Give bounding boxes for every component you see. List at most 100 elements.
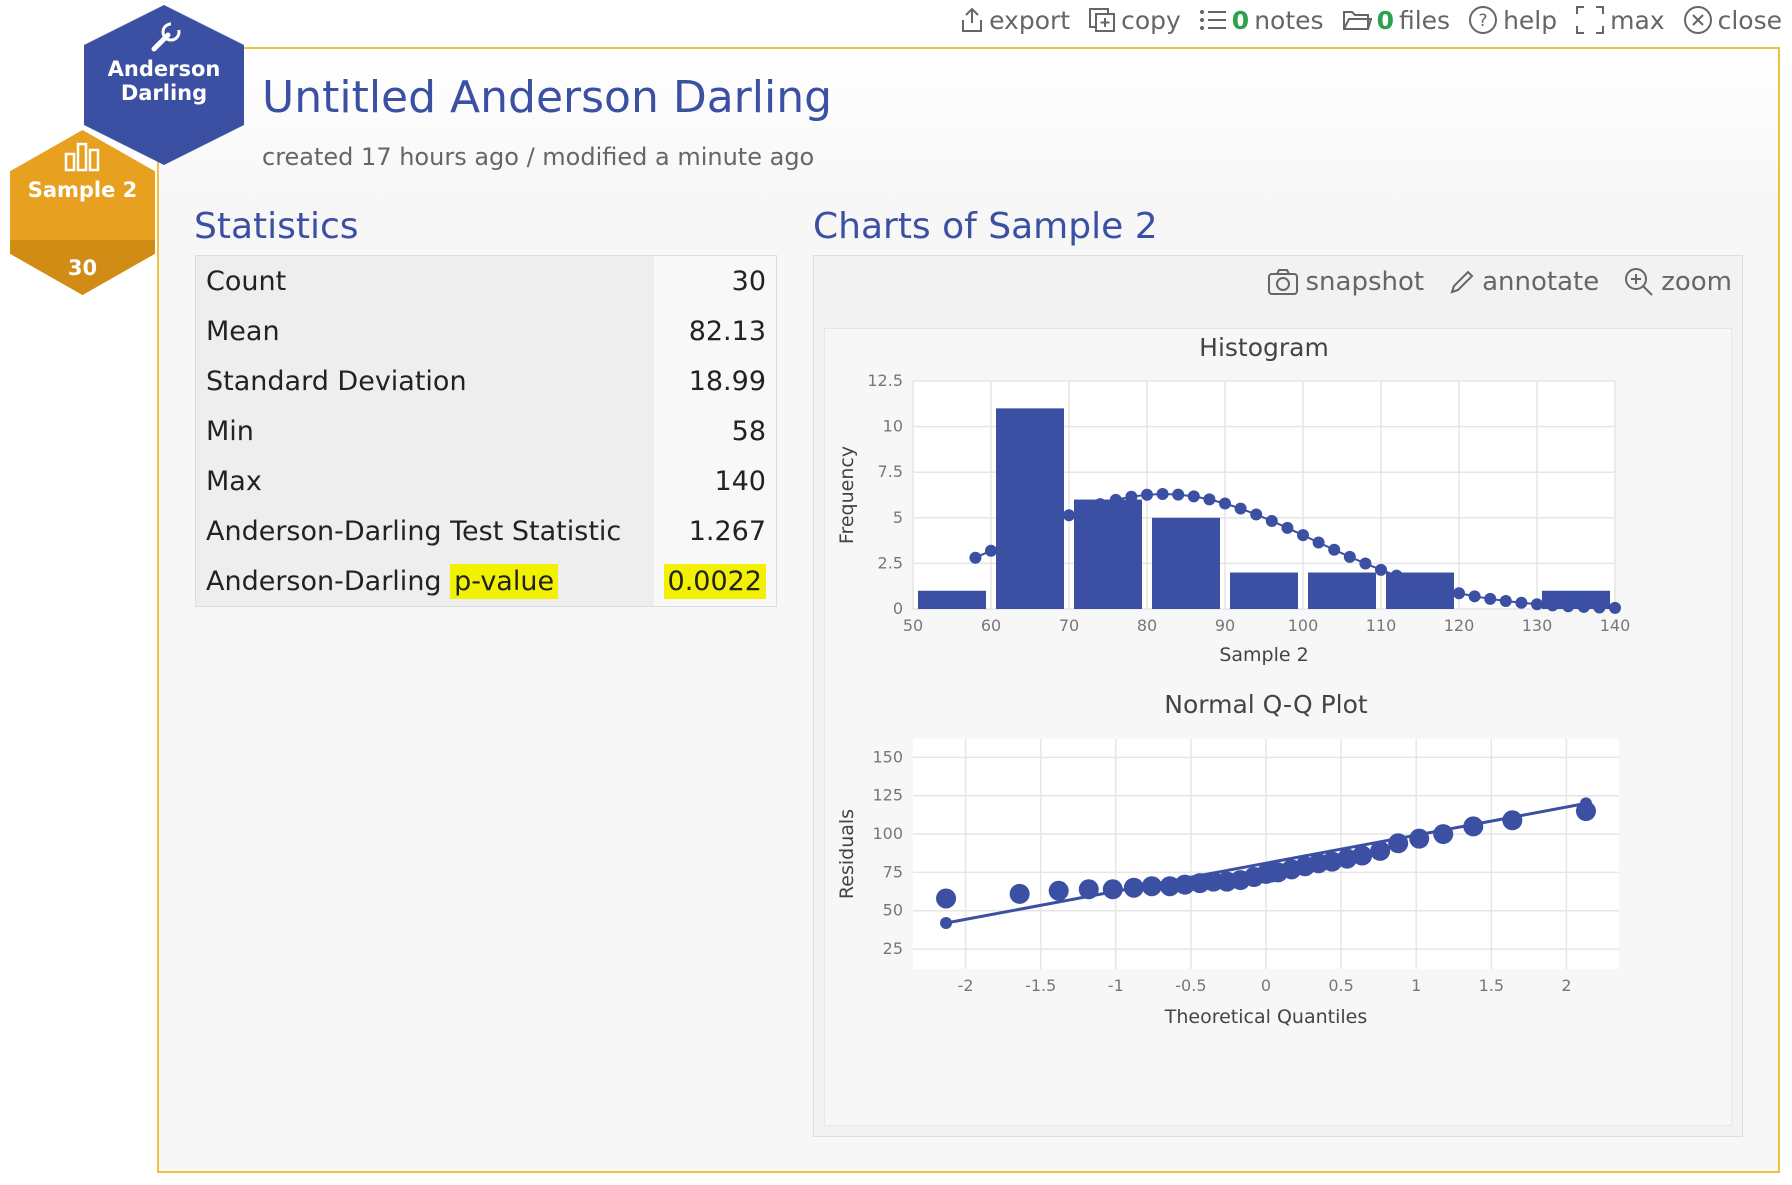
table-row: Standard Deviation 18.99 [195,356,777,406]
export-button[interactable]: export [960,6,1070,35]
qq-point [1009,883,1030,904]
qq-point [1388,833,1409,854]
qq-point [1174,874,1195,895]
histogram-bar [918,590,986,609]
histogram-title: Histogram [1199,333,1329,362]
histogram-curve-point [1047,515,1060,528]
sample-name: Sample 2 [27,178,138,202]
histogram-curve-point [1375,563,1387,576]
pvalue-label-cell: Anderson-Darling p-value [195,556,654,607]
histogram-curve-point [1265,514,1278,527]
histogram-curve-point [1078,503,1091,516]
sample-badge[interactable]: Sample 2 30 [10,130,155,295]
histogram-curve-point [1562,600,1575,613]
table-row: Max 140 [195,456,777,506]
histogram-curve-point [1609,601,1621,614]
list-icon [1199,10,1226,30]
stat-label: Anderson-Darling Test Statistic [195,506,654,556]
stat-label: Min [195,406,654,456]
qq-point [1141,876,1162,897]
stat-label: Standard Deviation [195,356,654,406]
qq-point [936,888,957,909]
histogram-curve-point [985,544,997,557]
statistics-table: Count 30 Mean 82.13 Standard Deviation 18.9… [195,255,777,607]
stat-label: Max [195,456,654,506]
qq-x-tick-label: 1.5 [1479,976,1504,995]
qq-point [1048,880,1069,901]
histogram-curve-point [1593,601,1606,614]
histogram-x-tick-label: 70 [1059,616,1079,635]
histogram-x-tick-label: 110 [1366,616,1397,635]
copy-label: copy [1121,5,1181,35]
histogram-y-tick-label: 12.5 [867,371,903,390]
page-meta: created 17 hours ago / modified a minute… [262,143,815,171]
stat-value: 18.99 [653,356,777,406]
sample-count: 30 [67,256,98,280]
copy-button[interactable]: copy [1088,6,1181,35]
files-label: files [1398,5,1451,35]
help-icon: ? [1469,6,1498,34]
wrench-icon [151,21,181,52]
pvalue-cell: 0.0022 [653,556,777,607]
close-button[interactable]: close [1683,5,1782,35]
pencil-icon [1450,270,1474,294]
histogram-curve-point [1000,537,1013,550]
histogram-curve-point [1016,530,1029,543]
stat-value: 82.13 [653,306,777,356]
pvalue-label-prefix: Anderson-Darling [206,565,451,597]
charts-title: Charts of Sample 2 [813,206,1158,247]
notes-label: notes [1254,5,1324,35]
qq-y-tick-label: 125 [872,786,903,805]
histogram-x-tick-label: 90 [1215,616,1235,635]
stat-value: 140 [653,456,777,506]
histogram-curve-point [1312,536,1325,549]
histogram-curve-point [1437,583,1450,596]
snapshot-button[interactable]: snapshot [1267,266,1424,298]
histogram-x-tick-label: 140 [1600,616,1631,635]
plot-area: Histogram 50 60 70 80 90 100 110 120 130 140 0 2.5 5 7… [824,328,1732,1126]
qq-x-tick-label: -1.5 [1025,976,1056,995]
close-label: close [1717,5,1782,35]
pvalue-value: 0.0022 [663,563,766,599]
qq-y-tick-label: 25 [883,939,903,958]
snapshot-label: snapshot [1305,267,1425,297]
qq-point [1463,816,1484,837]
histogram-curve-point [1453,587,1465,600]
help-button[interactable]: ? help [1468,5,1557,35]
copy-icon [1089,8,1116,32]
histogram-curve-point [1141,488,1153,501]
badge-tool-line1: Anderson [107,57,221,81]
zoom-in-icon [1625,268,1653,296]
page-title[interactable]: Untitled Anderson Darling [262,72,833,123]
qq-y-tick-label: 150 [872,747,903,766]
qq-line-endpoint [940,917,953,929]
histogram-curve-point [1343,550,1356,563]
table-row: Anderson-Darling p-value 0.0022 [195,556,777,607]
table-row: Min 58 [195,406,777,456]
chart-toolbar: snapshot annotate zoom [1267,266,1732,298]
export-label: export [989,5,1071,35]
stat-value: 1.267 [653,506,777,556]
anderson-darling-badge[interactable]: Anderson Darling [84,5,244,165]
qq-point [1078,879,1099,900]
annotate-button[interactable]: annotate [1448,266,1599,298]
histogram-curve-point [1125,490,1138,503]
zoom-button[interactable]: zoom [1623,266,1732,298]
svg-text:?: ? [1479,11,1488,31]
max-button[interactable]: max [1575,5,1665,35]
histogram-x-axis-label: Sample 2 [1219,644,1308,666]
histogram-curve-point [1203,493,1216,506]
histogram-curve-point [1484,592,1497,605]
maximize-icon [1576,6,1605,34]
histogram-x-tick-label: 80 [1137,616,1157,635]
histogram-curve-point [1156,488,1169,501]
histogram-x-tick-label: 130 [1522,616,1553,635]
qq-point [1409,828,1430,849]
files-button[interactable]: 0 files [1342,5,1451,35]
table-row: Mean 82.13 [195,306,777,356]
export-icon [962,7,983,32]
notes-button[interactable]: 0 notes [1199,6,1324,35]
qq-x-tick-label: -0.5 [1175,976,1206,995]
histogram-curve-point [1328,543,1341,556]
